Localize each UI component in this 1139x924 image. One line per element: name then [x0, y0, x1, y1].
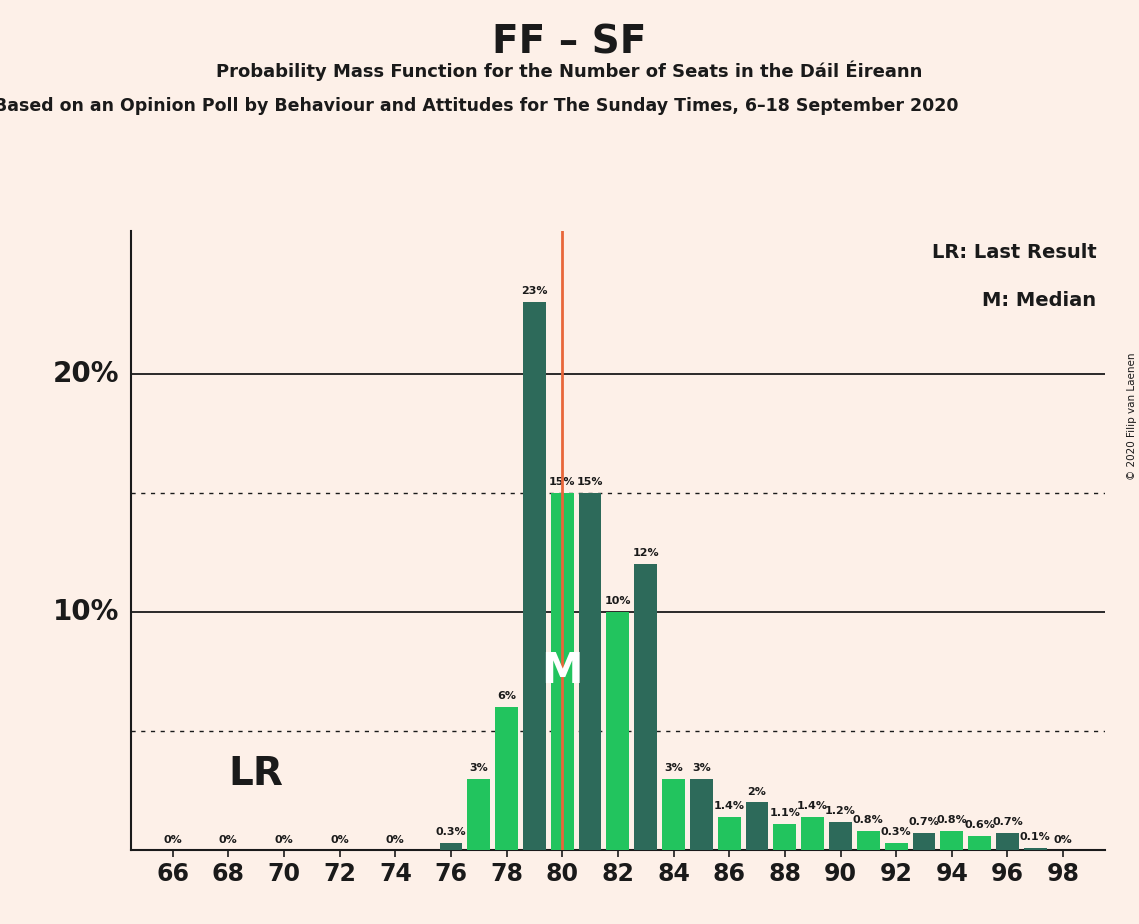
Text: 0%: 0% [274, 835, 294, 845]
Bar [579, 492, 601, 850]
Text: 2%: 2% [747, 786, 767, 796]
Text: 20%: 20% [54, 359, 120, 388]
Bar [523, 302, 546, 850]
Text: 3%: 3% [469, 762, 489, 772]
Bar [885, 843, 908, 850]
Bar [690, 779, 713, 850]
Text: 0.3%: 0.3% [435, 827, 466, 837]
Text: 0%: 0% [1054, 835, 1073, 845]
Bar [941, 831, 964, 850]
Bar [773, 824, 796, 850]
Bar [857, 831, 879, 850]
Text: 10%: 10% [54, 598, 120, 626]
Text: 3%: 3% [664, 762, 683, 772]
Text: 3%: 3% [693, 762, 711, 772]
Text: 23%: 23% [522, 286, 548, 297]
Text: 0%: 0% [330, 835, 349, 845]
Text: FF – SF: FF – SF [492, 23, 647, 61]
Bar [829, 821, 852, 850]
Bar [495, 707, 518, 850]
Bar [551, 492, 574, 850]
Text: 0.6%: 0.6% [965, 820, 995, 830]
Text: M: Median: M: Median [982, 290, 1097, 310]
Bar [912, 833, 935, 850]
Bar [662, 779, 685, 850]
Bar [718, 817, 740, 850]
Text: 10%: 10% [605, 596, 631, 606]
Text: M: M [541, 650, 583, 692]
Text: 0.8%: 0.8% [936, 815, 967, 825]
Bar [1024, 847, 1047, 850]
Text: 0%: 0% [386, 835, 404, 845]
Bar [968, 836, 991, 850]
Bar [634, 565, 657, 850]
Text: 0.7%: 0.7% [992, 818, 1023, 828]
Text: LR: Last Result: LR: Last Result [932, 243, 1097, 261]
Bar [746, 802, 769, 850]
Bar [606, 612, 630, 850]
Text: 0.7%: 0.7% [909, 818, 940, 828]
Bar [440, 843, 462, 850]
Text: 1.1%: 1.1% [770, 808, 801, 818]
Text: Based on an Opinion Poll by Behaviour and Attitudes for The Sunday Times, 6–18 S: Based on an Opinion Poll by Behaviour an… [0, 97, 959, 115]
Bar [995, 833, 1019, 850]
Text: 1.4%: 1.4% [797, 801, 828, 810]
Text: 6%: 6% [497, 691, 516, 701]
Text: 0%: 0% [163, 835, 182, 845]
Text: 15%: 15% [549, 477, 575, 487]
Bar [467, 779, 490, 850]
Text: 0.3%: 0.3% [880, 827, 911, 837]
Text: 0%: 0% [219, 835, 238, 845]
Text: 12%: 12% [632, 549, 659, 558]
Text: 1.2%: 1.2% [825, 806, 855, 816]
Text: 0.1%: 0.1% [1019, 832, 1050, 842]
Text: Probability Mass Function for the Number of Seats in the Dáil Éireann: Probability Mass Function for the Number… [216, 60, 923, 80]
Text: © 2020 Filip van Laenen: © 2020 Filip van Laenen [1126, 352, 1137, 480]
Bar [801, 817, 825, 850]
Text: LR: LR [229, 755, 284, 793]
Text: 0.8%: 0.8% [853, 815, 884, 825]
Text: 15%: 15% [576, 477, 604, 487]
Text: 1.4%: 1.4% [714, 801, 745, 810]
